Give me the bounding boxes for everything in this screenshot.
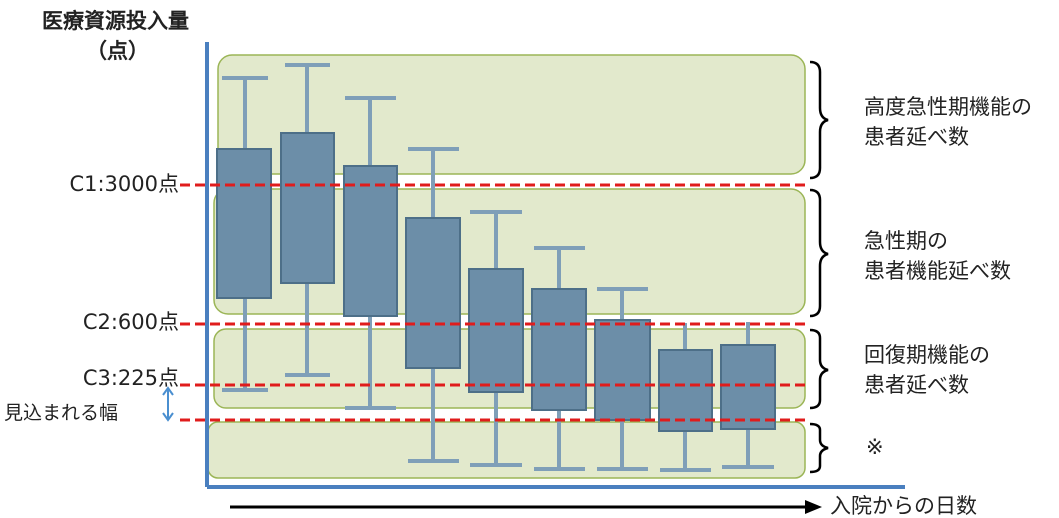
brace-recovery xyxy=(809,328,829,410)
threshold-c2-label: C2:600点 xyxy=(82,310,179,334)
region-other-label: ※ xyxy=(866,435,884,459)
box-7 xyxy=(594,287,651,471)
y-axis-title: 医療資源投入量 xyxy=(42,9,189,33)
x-axis-title: 入院からの日数 xyxy=(830,494,977,518)
region-recovery-label: 回復期機能の 患者延べ数 xyxy=(864,340,990,400)
region-acute-line-2: 患者機能延べ数 xyxy=(864,259,1011,283)
brace-high-acute xyxy=(809,60,829,180)
x-direction-arrow-icon xyxy=(230,500,822,514)
box-3 xyxy=(343,96,398,410)
box-5 xyxy=(468,210,524,467)
region-high-acute xyxy=(217,54,806,175)
y-axis-unit: （点） xyxy=(86,39,149,63)
box-6 xyxy=(531,246,587,471)
box-9 xyxy=(720,322,776,469)
brace-acute xyxy=(809,188,829,318)
brace-other xyxy=(809,422,829,474)
region-high-acute-label: 高度急性期機能の 患者延べ数 xyxy=(864,92,1032,152)
box-8 xyxy=(658,323,713,472)
threshold-c3-label: C3:225点 xyxy=(82,366,179,390)
threshold-c1-label: C1:3000点 xyxy=(69,172,179,196)
region-high-acute-line-2: 患者延べ数 xyxy=(864,125,969,149)
box-1 xyxy=(216,76,272,392)
box-4 xyxy=(405,147,461,463)
region-acute-line-1: 急性期の xyxy=(864,229,948,253)
region-recovery-line-2: 患者延べ数 xyxy=(864,373,969,397)
margin-label: 見込まれる幅 xyxy=(4,402,119,424)
region-recovery-line-1: 回復期機能の xyxy=(864,343,990,367)
margin-double-arrow-icon xyxy=(162,386,174,422)
box-2 xyxy=(280,63,335,377)
region-other xyxy=(207,421,806,479)
region-high-acute-line-1: 高度急性期機能の xyxy=(864,95,1032,119)
region-acute-label: 急性期の 患者機能延べ数 xyxy=(864,226,1011,286)
